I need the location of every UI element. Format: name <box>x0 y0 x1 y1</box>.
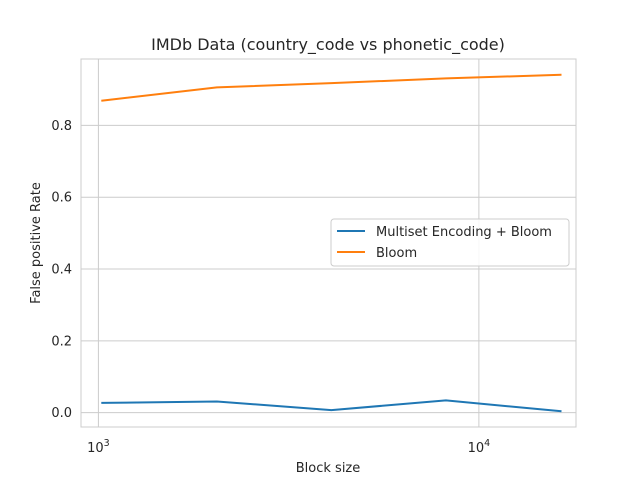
plot-area-frame <box>80 58 577 428</box>
y-tick-labels: 0.0 0.2 0.4 0.6 0.8 <box>51 119 72 421</box>
y-axis-label: False positive Rate <box>29 182 44 304</box>
legend-label-series-0: Multiset Encoding + Bloom <box>376 225 552 240</box>
chart-title: IMDb Data (country_code vs phonetic_code… <box>151 35 505 55</box>
series-layer <box>101 73 562 413</box>
legend-label-series-1: Bloom <box>376 246 417 261</box>
x-tick-labels: 103 104 <box>87 438 490 456</box>
legend-box <box>330 218 570 267</box>
y-tick-label: 0.2 <box>51 334 72 349</box>
series-line-0 <box>101 399 562 413</box>
x-tick-label: 103 <box>87 438 110 456</box>
legend: Multiset Encoding + Bloom Bloom <box>330 218 570 267</box>
x-axis-label: Block size <box>296 461 361 476</box>
series-line-1 <box>101 73 562 102</box>
grid <box>81 59 576 427</box>
y-tick-label: 0.6 <box>51 191 72 206</box>
y-tick-label: 0.8 <box>51 119 72 134</box>
y-tick-label: 0.0 <box>51 406 72 421</box>
x-tick-label: 104 <box>468 438 491 456</box>
y-tick-label: 0.4 <box>51 263 72 278</box>
